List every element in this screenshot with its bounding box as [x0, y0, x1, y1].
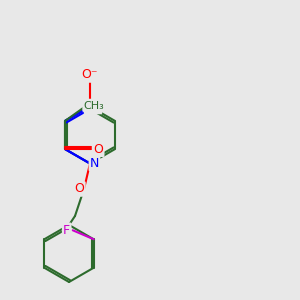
Text: N: N — [90, 157, 99, 170]
Text: CH₃: CH₃ — [83, 101, 104, 111]
Text: F: F — [63, 224, 70, 237]
Text: O: O — [75, 182, 84, 196]
Text: O⁻: O⁻ — [82, 68, 98, 82]
Text: N⁺: N⁺ — [85, 100, 101, 113]
Text: O: O — [93, 143, 103, 156]
